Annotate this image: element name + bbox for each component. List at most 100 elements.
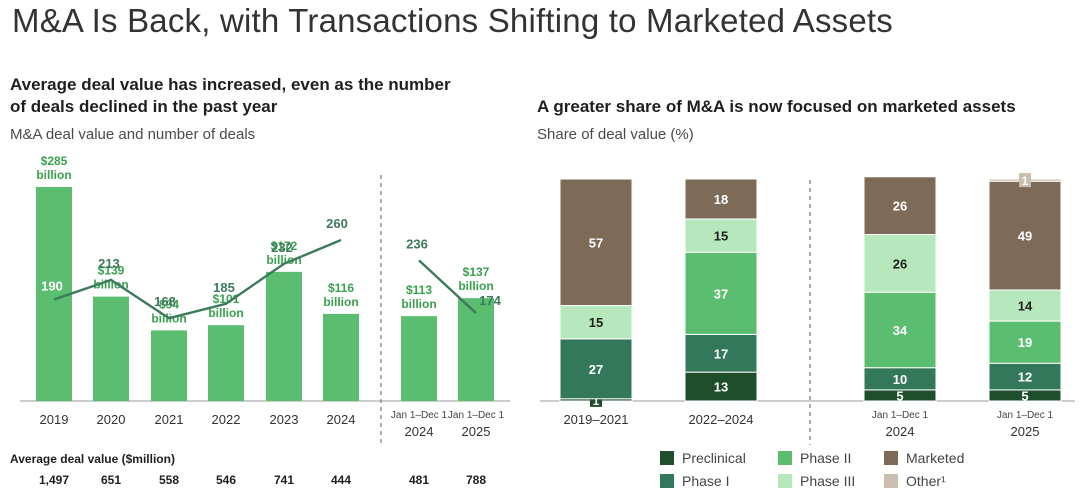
share-value-label: 10 <box>893 372 907 387</box>
avg-deal-value: 741 <box>273 473 295 487</box>
bar-value-label: billion <box>93 278 128 292</box>
bar-value-label: $137 <box>463 265 490 279</box>
share-value-label: 13 <box>714 380 728 395</box>
share-value-label: 18 <box>714 192 728 207</box>
small-value-box <box>1019 173 1031 188</box>
left-subtitle-line1: Average deal value has increased, even a… <box>10 75 451 94</box>
bar-value-label: $116 <box>328 281 354 295</box>
legend-swatch <box>884 451 898 465</box>
x-tick-label: 2025 <box>462 424 491 439</box>
legend-item: Phase I <box>660 473 729 489</box>
deal-value-bar <box>323 313 359 401</box>
left-subtitle: Average deal value has increased, even a… <box>10 74 451 118</box>
bar-value-label: $172 <box>271 239 298 253</box>
share-segment <box>684 251 758 335</box>
share-value-label: 27 <box>589 362 603 377</box>
share-value-label: 1 <box>1022 174 1029 188</box>
legend: Preclinical Phase II Marketed Phase I Phase … <box>660 450 1080 500</box>
share-segment <box>684 371 758 402</box>
share-value-label: 26 <box>893 199 907 214</box>
legend-swatch <box>778 451 792 465</box>
legend-item: Phase II <box>778 450 851 466</box>
share-value-label: 34 <box>893 323 908 338</box>
avg-deal-value: 558 <box>158 473 180 487</box>
x-tick-label: 2021 <box>155 412 184 427</box>
legend-label: Phase II <box>800 450 852 466</box>
deal-count-label: 232 <box>271 240 293 255</box>
avg-deal-value: 788 <box>465 473 487 487</box>
deal-value-bar <box>266 271 302 401</box>
bar-value-label: $113 <box>406 283 432 297</box>
bar-value-label: billion <box>36 168 71 182</box>
share-value-label: 49 <box>1018 229 1032 244</box>
x-tick-label: 2024 <box>405 424 434 439</box>
share-segment <box>988 320 1062 364</box>
x-tick-label: 2019 <box>40 412 69 427</box>
x-tick-label: Jan 1–Dec 1 <box>391 410 448 421</box>
share-value-label: 14 <box>1018 299 1033 314</box>
avg-deal-value: 481 <box>408 473 430 487</box>
deal-value-bar <box>36 187 72 401</box>
deal-count-label: 213 <box>98 256 120 271</box>
share-value-label: 26 <box>893 256 907 271</box>
x-tick-label: 2022 <box>212 412 241 427</box>
deal-value-chart: $285billion$139billion$94billion$101bill… <box>20 154 510 445</box>
legend-item: Marketed <box>884 450 964 466</box>
avg-deal-value: 1,497 <box>38 473 70 487</box>
legend-swatch <box>884 474 898 488</box>
share-segment <box>863 176 937 236</box>
x-tick-label: 2024 <box>327 412 356 427</box>
x-tick-label: 2019–2021 <box>563 412 628 427</box>
avg-deal-value: 651 <box>100 473 122 487</box>
share-value-label: 17 <box>714 346 728 361</box>
legend-item: Other¹ <box>884 473 946 489</box>
right-caption: Share of deal value (%) <box>537 126 694 143</box>
bar-value-label: $285 <box>41 154 68 168</box>
deal-value-bar <box>458 298 494 401</box>
bar-value-label: billion <box>208 306 243 320</box>
share-segment <box>559 338 633 400</box>
legend-item: Preclinical <box>660 450 746 466</box>
share-value-label: 5 <box>1021 388 1028 403</box>
left-subtitle-line2: of deals declined in the past year <box>10 97 278 116</box>
share-value-label: 15 <box>589 315 603 330</box>
x-tick-label: 2022–2024 <box>688 412 753 427</box>
share-segment <box>684 218 758 253</box>
legend-label: Preclinical <box>682 450 746 466</box>
page-title: M&A Is Back, with Transactions Shifting … <box>12 2 893 39</box>
x-tick-label: 2023 <box>270 412 299 427</box>
share-segment <box>559 178 633 307</box>
avg-deal-value: 546 <box>215 473 237 487</box>
share-segment <box>684 333 758 373</box>
share-value-label: 1 <box>593 394 600 408</box>
deal-count-line <box>418 259 477 314</box>
share-value-label: 57 <box>589 235 603 250</box>
legend-label: Other¹ <box>906 473 946 489</box>
right-subtitle: A greater share of M&A is now focused on… <box>537 97 1016 116</box>
share-segment <box>559 305 633 340</box>
legend-swatch <box>660 451 674 465</box>
deal-count-label: 236 <box>406 236 428 251</box>
share-value-label: 15 <box>714 229 728 244</box>
x-tick-label: 2025 <box>1011 424 1040 439</box>
legend-swatch <box>660 474 674 488</box>
deal-count-label: 190 <box>41 279 63 294</box>
bar-value-label: billion <box>401 297 436 311</box>
legend-item: Phase III <box>778 473 855 489</box>
deal-count-line <box>53 238 342 320</box>
x-tick-label: Jan 1–Dec 1 <box>997 410 1054 421</box>
share-value-label: 5 <box>896 388 903 403</box>
deal-value-bar <box>401 316 437 401</box>
deal-share-chart: 1271557131737151851034262651219144912019… <box>540 173 1075 445</box>
avg-deal-value-label: Average deal value ($million) <box>10 452 175 466</box>
legend-swatch <box>778 474 792 488</box>
share-segment <box>988 289 1062 322</box>
legend-label: Phase III <box>800 473 856 489</box>
share-value-label: 37 <box>714 286 728 301</box>
legend-label: Phase I <box>682 473 730 489</box>
x-tick-label: Jan 1–Dec 1 <box>872 410 929 421</box>
deal-count-label: 185 <box>213 280 235 295</box>
bar-value-label: $101 <box>213 292 240 306</box>
deal-value-bar <box>208 325 244 401</box>
avg-deal-value: 444 <box>330 473 352 487</box>
